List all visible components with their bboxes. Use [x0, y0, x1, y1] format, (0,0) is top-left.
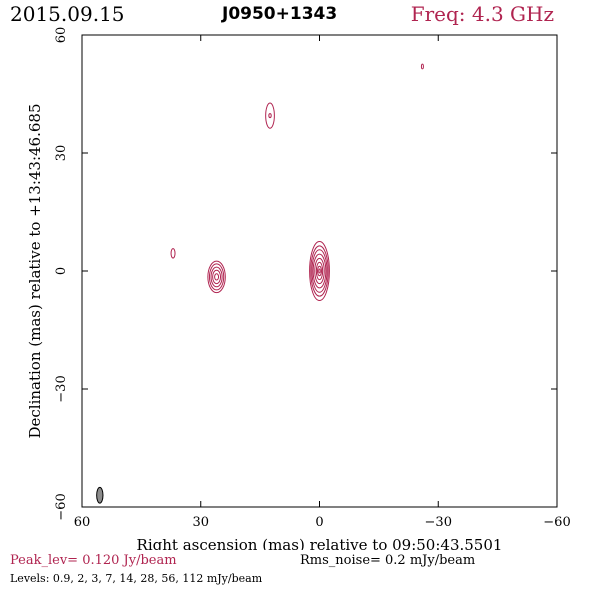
x-tick-label: 60 — [74, 515, 91, 530]
contour-line — [212, 269, 222, 285]
contour-line — [207, 260, 226, 294]
contour-component — [265, 102, 275, 129]
contour-map: 60 30 0 −30 −60 −60 −30 0 30 60 Right ascension … — [26, 27, 571, 550]
x-tick-labels: 60 30 0 −30 −60 — [74, 515, 571, 530]
contour-component — [170, 248, 176, 259]
contour-component — [207, 260, 226, 294]
contour-line — [312, 253, 327, 289]
contour-component — [420, 63, 424, 70]
contour-line — [210, 266, 223, 288]
plot-frame — [81, 34, 558, 508]
frequency-label: Freq: 4.3 GHz — [410, 2, 554, 26]
x-tick-label: −30 — [425, 515, 452, 530]
x-tick-label: −60 — [543, 515, 570, 530]
peak-level: Peak_lev= 0.120 Jy/beam — [10, 553, 177, 568]
contour-line — [315, 261, 324, 281]
contour-line — [310, 245, 329, 297]
contour-line — [268, 113, 272, 119]
y-tick-label: 0 — [54, 267, 69, 275]
contour-line — [265, 102, 275, 129]
x-axis-title: Right ascension (mas) relative to 09:50:… — [137, 536, 503, 550]
source-name: J0950+1343 — [222, 4, 338, 24]
contour-line — [317, 265, 322, 277]
beam-ellipse — [96, 486, 104, 504]
contour-component — [309, 241, 330, 301]
y-tick-label: 30 — [54, 145, 69, 162]
contour-line — [314, 257, 325, 285]
rms-noise: Rms_noise= 0.2 mJy/beam — [300, 553, 476, 568]
axis-ticks — [81, 34, 558, 508]
contour-line — [208, 263, 225, 291]
y-tick-label: −30 — [54, 375, 69, 402]
y-tick-label: −60 — [54, 493, 69, 520]
y-tick-labels: −60 −30 0 30 60 — [54, 27, 69, 521]
y-axis-title: Declination (mas) relative to +13:43:46.… — [26, 103, 44, 438]
contour-line — [318, 268, 321, 274]
y-tick-label: 60 — [54, 27, 69, 44]
x-tick-label: 0 — [315, 515, 323, 530]
contour-line — [420, 63, 424, 70]
contour-line — [214, 273, 220, 281]
contour-components — [170, 63, 424, 301]
beam-ellipse-group — [96, 486, 104, 504]
observation-date: 2015.09.15 — [10, 2, 125, 26]
contour-line — [309, 241, 330, 301]
x-tick-label: 30 — [192, 515, 209, 530]
contour-line — [311, 249, 328, 293]
contour-levels: Levels: 0.9, 2, 3, 7, 14, 28, 56, 112 mJ… — [10, 572, 263, 585]
contour-line — [170, 248, 176, 259]
